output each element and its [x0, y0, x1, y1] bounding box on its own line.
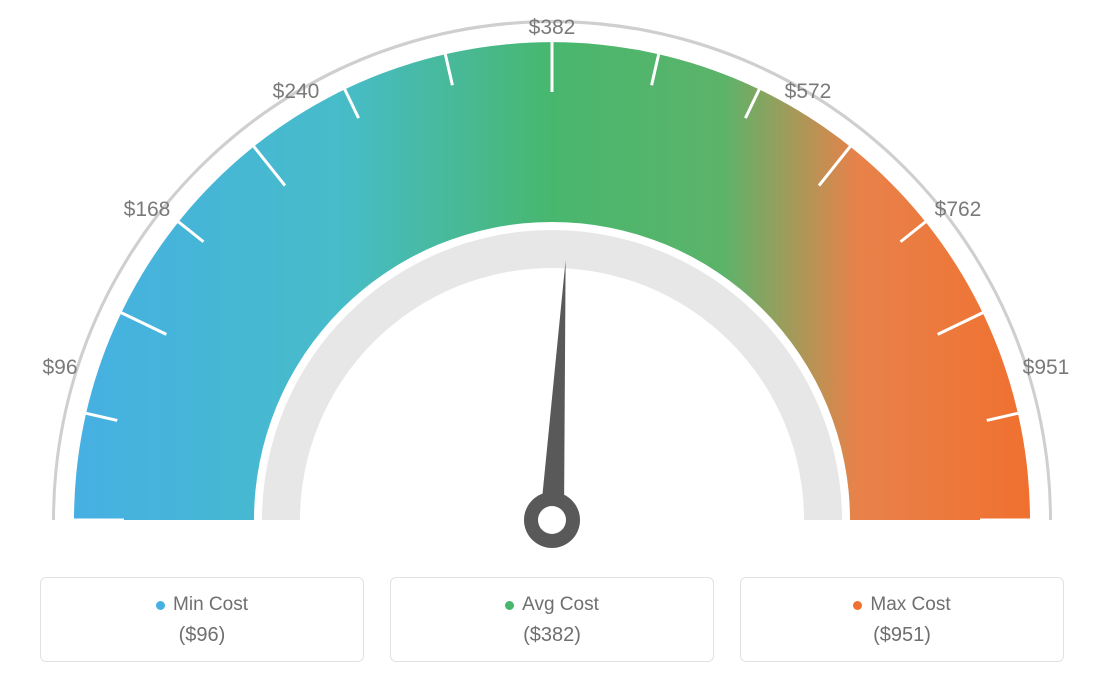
min-cost-label: Min Cost [173, 594, 248, 616]
max-cost-label: Max Cost [870, 594, 950, 616]
avg-cost-title: Avg Cost [505, 594, 599, 616]
gauge-tick-label: $382 [529, 16, 576, 40]
gauge-tick-label: $951 [1023, 356, 1070, 380]
cost-gauge: $96 $168 $240 $382 $572 $762 $951 [0, 0, 1104, 570]
gauge-tick-label: $572 [785, 80, 832, 104]
avg-cost-value: ($382) [401, 624, 703, 647]
min-dot-icon [156, 601, 165, 610]
needle-hub-inner [538, 506, 566, 534]
max-cost-title: Max Cost [853, 594, 950, 616]
min-cost-title: Min Cost [156, 594, 248, 616]
avg-cost-label: Avg Cost [522, 594, 599, 616]
min-cost-value: ($96) [51, 624, 353, 647]
summary-row: Min Cost ($96) Avg Cost ($382) Max Cost … [40, 577, 1064, 662]
gauge-needle [540, 260, 566, 520]
gauge-tick-label: $762 [935, 198, 982, 222]
avg-cost-card: Avg Cost ($382) [390, 577, 714, 662]
min-cost-card: Min Cost ($96) [40, 577, 364, 662]
gauge-tick-label: $240 [273, 80, 320, 104]
max-cost-value: ($951) [751, 624, 1053, 647]
gauge-tick-label: $96 [42, 356, 77, 380]
avg-dot-icon [505, 601, 514, 610]
gauge-svg [0, 0, 1104, 570]
max-dot-icon [853, 601, 862, 610]
max-cost-card: Max Cost ($951) [740, 577, 1064, 662]
gauge-tick-label: $168 [124, 198, 171, 222]
